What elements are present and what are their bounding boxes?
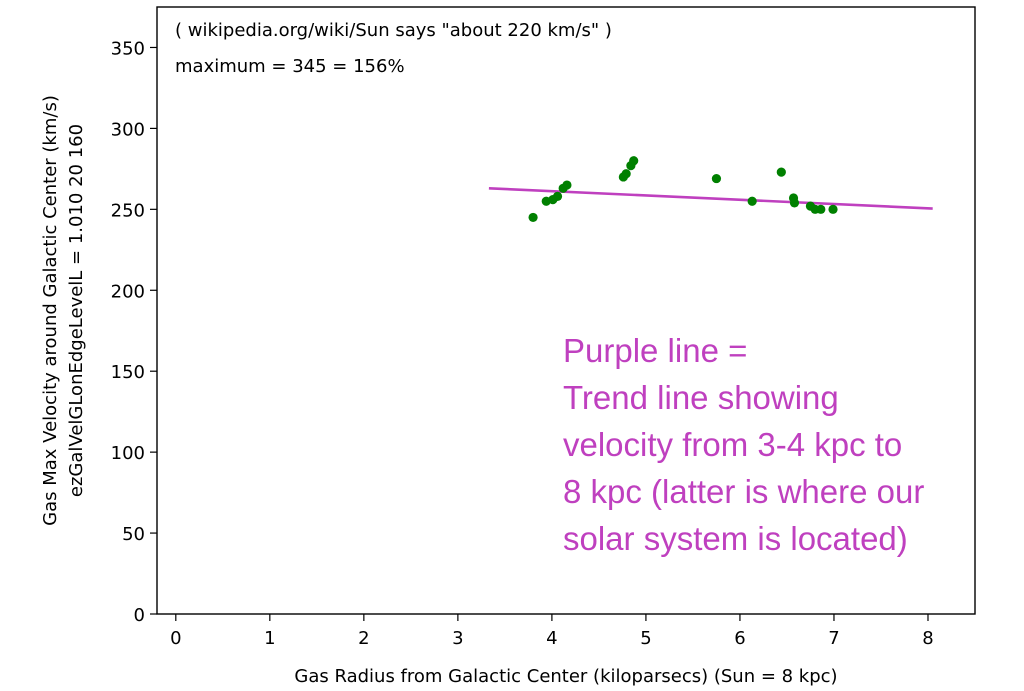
data-point (562, 180, 572, 190)
data-point (711, 173, 722, 184)
callout-text-line: solar system is located) (563, 520, 908, 557)
annotation-text: ( wikipedia.org/wiki/Sun says "about 220… (175, 20, 612, 41)
x-axis-label: Gas Radius from Galactic Center (kilopar… (294, 666, 837, 687)
y-tick-label: 50 (122, 524, 145, 545)
y-tick-label: 150 (111, 362, 145, 383)
data-point (552, 191, 563, 201)
callout-text-line: Trend line showing (563, 379, 839, 416)
callout-text-line: 8 kpc (latter is where our (563, 473, 924, 510)
x-tick-label: 0 (170, 628, 181, 649)
data-point (621, 169, 631, 179)
data-point (528, 212, 538, 223)
y-tick-label: 200 (111, 281, 145, 302)
data-point (747, 196, 757, 206)
y-axis-label-line: Gas Max Velocity around Galactic Center … (40, 95, 61, 526)
y-tick-label: 0 (134, 605, 145, 626)
data-point (816, 204, 826, 214)
data-point (776, 167, 786, 177)
callout-text-line: Purple line = (563, 332, 747, 369)
annotation-text: maximum = 345 = 156% (175, 56, 405, 77)
x-tick-label: 2 (358, 628, 369, 649)
x-tick-label: 8 (922, 628, 933, 649)
data-point (629, 156, 639, 166)
y-axis-label-line: ezGalVelGLonEdgeLevelL = 1.010 20 160 (66, 124, 87, 497)
plot-frame (156, 6, 976, 615)
x-tick-label: 1 (264, 628, 275, 649)
x-tick-label: 6 (734, 628, 745, 649)
x-tick-label: 7 (828, 628, 839, 649)
callout-text-line: velocity from 3-4 kpc to (563, 426, 902, 463)
x-tick-label: 5 (640, 628, 651, 649)
y-tick-label: 300 (111, 119, 145, 140)
y-tick-label: 250 (111, 200, 145, 221)
y-tick-label: 350 (111, 38, 145, 59)
x-tick-label: 3 (452, 628, 463, 649)
data-point (789, 198, 800, 208)
x-tick-label: 4 (546, 628, 557, 649)
y-tick-label: 100 (111, 443, 145, 464)
data-point (828, 204, 838, 214)
